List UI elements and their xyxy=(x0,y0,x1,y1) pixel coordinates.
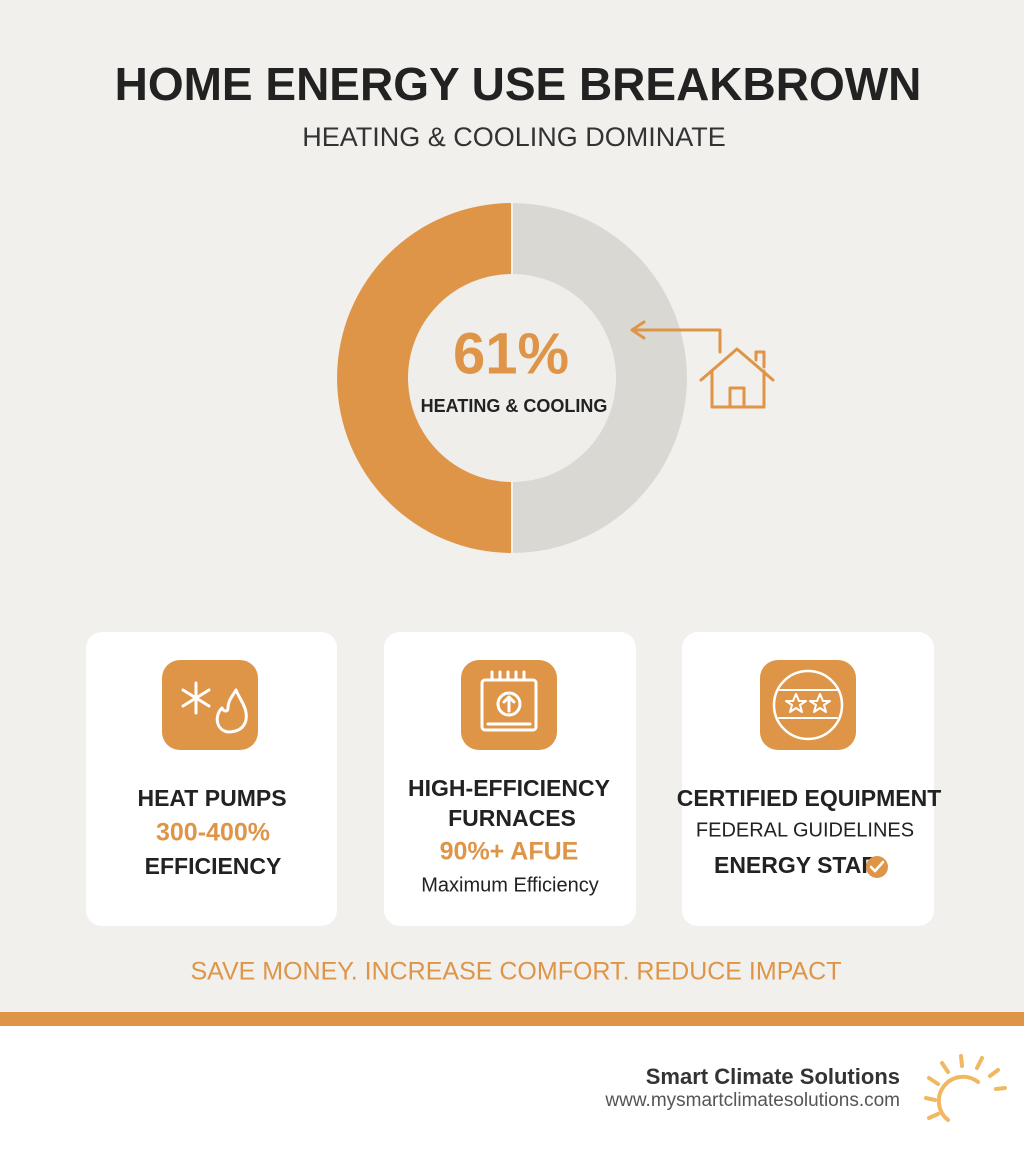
card xyxy=(86,632,337,926)
furnace-icon xyxy=(480,670,538,732)
footer-url: www.mysmartclimatesolutions.com xyxy=(604,1090,900,1111)
card-highlight: 90%+ AFUE xyxy=(440,838,579,866)
card-title: HIGH-EFFICIENCY xyxy=(408,775,610,801)
card-detail: ENERGY STAR xyxy=(714,852,878,878)
card-2: HIGH-EFFICIENCY FURNACES 90%+ AFUE Maxim… xyxy=(384,632,636,926)
donut-hole xyxy=(408,274,616,482)
check-mark xyxy=(869,860,885,873)
card-title: CERTIFIED EQUIPMENT xyxy=(677,785,942,811)
card-title: HEAT PUMPS xyxy=(137,785,286,811)
subtitle: HEATING & COOLING DOMINATE xyxy=(302,122,726,152)
card-detail: EFFICIENCY xyxy=(145,853,282,879)
badge-icon xyxy=(772,669,844,741)
footer-bg xyxy=(0,1026,1024,1154)
card-title: FURNACES xyxy=(448,805,576,831)
card-3: CERTIFIED EQUIPMENT FEDERAL GUIDELINES E… xyxy=(677,632,942,926)
divider-band xyxy=(0,1012,1024,1026)
card-highlight: FEDERAL GUIDELINES xyxy=(696,819,914,841)
snowflake-flame-icon xyxy=(181,681,248,734)
card xyxy=(384,632,636,926)
sun-logo xyxy=(924,1054,1007,1122)
title: HOME ENERGY USE BREAKBROWN xyxy=(115,58,922,110)
highlight-value: 61% xyxy=(453,321,569,386)
tagline: SAVE MONEY. INCREASE COMFORT. REDUCE IMP… xyxy=(190,958,841,986)
footer-company: Smart Climate Solutions xyxy=(646,1064,900,1089)
donut xyxy=(337,203,687,553)
card-1: HEAT PUMPS 300-400% EFFICIENCY xyxy=(86,632,337,926)
house-arrow xyxy=(630,320,775,409)
highlight-label: HEATING & COOLING xyxy=(421,396,608,416)
card-detail: Maximum Efficiency xyxy=(421,874,598,896)
card-highlight: 300-400% xyxy=(156,819,270,847)
card xyxy=(682,632,934,926)
